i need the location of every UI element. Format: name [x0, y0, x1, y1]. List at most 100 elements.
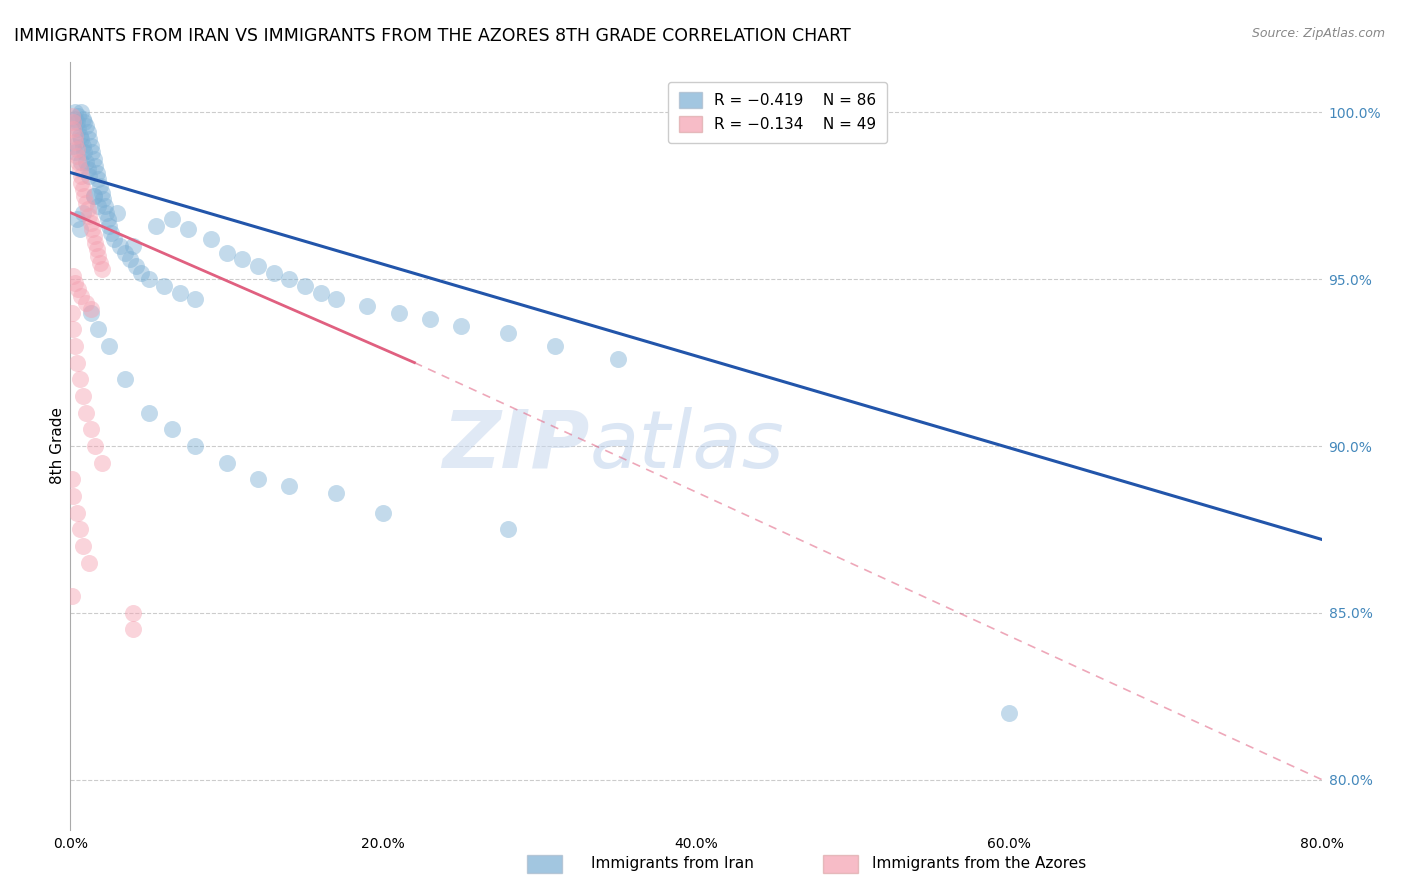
Point — [125, 259, 148, 273]
Point — [69, 162, 91, 177]
Point — [121, 623, 145, 637]
Point — [118, 252, 141, 267]
Point — [60, 589, 83, 603]
Point — [215, 456, 238, 470]
Text: ZIP: ZIP — [443, 407, 589, 485]
Point — [65, 356, 87, 370]
Point — [60, 305, 83, 319]
Point — [63, 339, 86, 353]
Point — [73, 115, 96, 129]
Point — [82, 145, 104, 160]
Point — [62, 115, 84, 129]
Point — [63, 145, 86, 160]
Point — [69, 372, 91, 386]
Point — [84, 235, 107, 250]
Point — [63, 112, 86, 127]
Point — [73, 189, 96, 203]
Point — [278, 272, 301, 286]
Point — [93, 199, 115, 213]
Point — [70, 105, 93, 120]
Point — [62, 268, 84, 283]
Point — [87, 172, 110, 186]
Point — [89, 178, 111, 193]
Point — [83, 189, 105, 203]
Point — [997, 706, 1019, 720]
Point — [86, 165, 108, 179]
Point — [84, 439, 107, 453]
Point — [231, 252, 253, 267]
Point — [75, 295, 97, 310]
Point — [98, 219, 121, 233]
Point — [83, 152, 105, 166]
Point — [77, 209, 100, 223]
Point — [184, 292, 207, 306]
Point — [371, 506, 394, 520]
Point — [67, 122, 90, 136]
Point — [105, 205, 128, 219]
Point — [90, 186, 112, 200]
Point — [79, 138, 101, 153]
Point — [70, 169, 93, 183]
Point — [309, 285, 332, 300]
Point — [72, 138, 94, 153]
Point — [97, 212, 120, 227]
Point — [62, 489, 84, 503]
Point — [153, 279, 176, 293]
Point — [160, 212, 183, 227]
Point — [65, 115, 87, 129]
Text: Immigrants from the Azores: Immigrants from the Azores — [872, 856, 1085, 871]
Point — [72, 389, 94, 403]
Point — [67, 109, 90, 123]
Point — [114, 372, 136, 386]
Text: Source: ZipAtlas.com: Source: ZipAtlas.com — [1251, 27, 1385, 40]
Point — [63, 136, 86, 150]
Point — [388, 305, 411, 319]
Point — [169, 285, 191, 300]
Point — [98, 339, 121, 353]
Point — [63, 128, 86, 143]
Point — [65, 212, 87, 227]
Text: IMMIGRANTS FROM IRAN VS IMMIGRANTS FROM THE AZORES 8TH GRADE CORRELATION CHART: IMMIGRANTS FROM IRAN VS IMMIGRANTS FROM … — [14, 27, 851, 45]
Point — [87, 199, 110, 213]
Point — [100, 226, 122, 240]
Point — [263, 266, 285, 280]
Point — [72, 539, 94, 553]
Point — [114, 245, 136, 260]
Point — [544, 339, 567, 353]
Point — [176, 222, 198, 236]
Point — [75, 406, 97, 420]
Point — [200, 232, 222, 246]
Point — [110, 239, 132, 253]
Point — [76, 162, 98, 177]
Point — [129, 266, 152, 280]
Point — [76, 126, 98, 140]
Point — [69, 222, 91, 236]
Point — [79, 305, 101, 319]
Point — [60, 109, 83, 123]
Y-axis label: 8th Grade: 8th Grade — [49, 408, 65, 484]
Text: Immigrants from Iran: Immigrants from Iran — [591, 856, 754, 871]
Point — [70, 132, 93, 146]
Point — [96, 205, 118, 219]
Point — [86, 242, 108, 256]
Point — [90, 262, 112, 277]
Point — [77, 169, 100, 183]
Point — [87, 322, 110, 336]
Point — [77, 556, 100, 570]
Point — [73, 145, 96, 160]
Point — [247, 259, 270, 273]
Point — [87, 249, 110, 263]
Point — [145, 219, 167, 233]
Point — [79, 302, 101, 317]
Point — [63, 276, 86, 290]
Point — [60, 472, 83, 486]
Point — [294, 279, 316, 293]
Point — [419, 312, 441, 326]
Point — [62, 322, 84, 336]
Point — [138, 406, 160, 420]
Point — [498, 326, 520, 340]
Point — [79, 422, 101, 436]
Legend: R = −0.419    N = 86, R = −0.134    N = 49: R = −0.419 N = 86, R = −0.134 N = 49 — [668, 81, 887, 143]
Point — [79, 215, 101, 229]
Point — [67, 282, 90, 296]
